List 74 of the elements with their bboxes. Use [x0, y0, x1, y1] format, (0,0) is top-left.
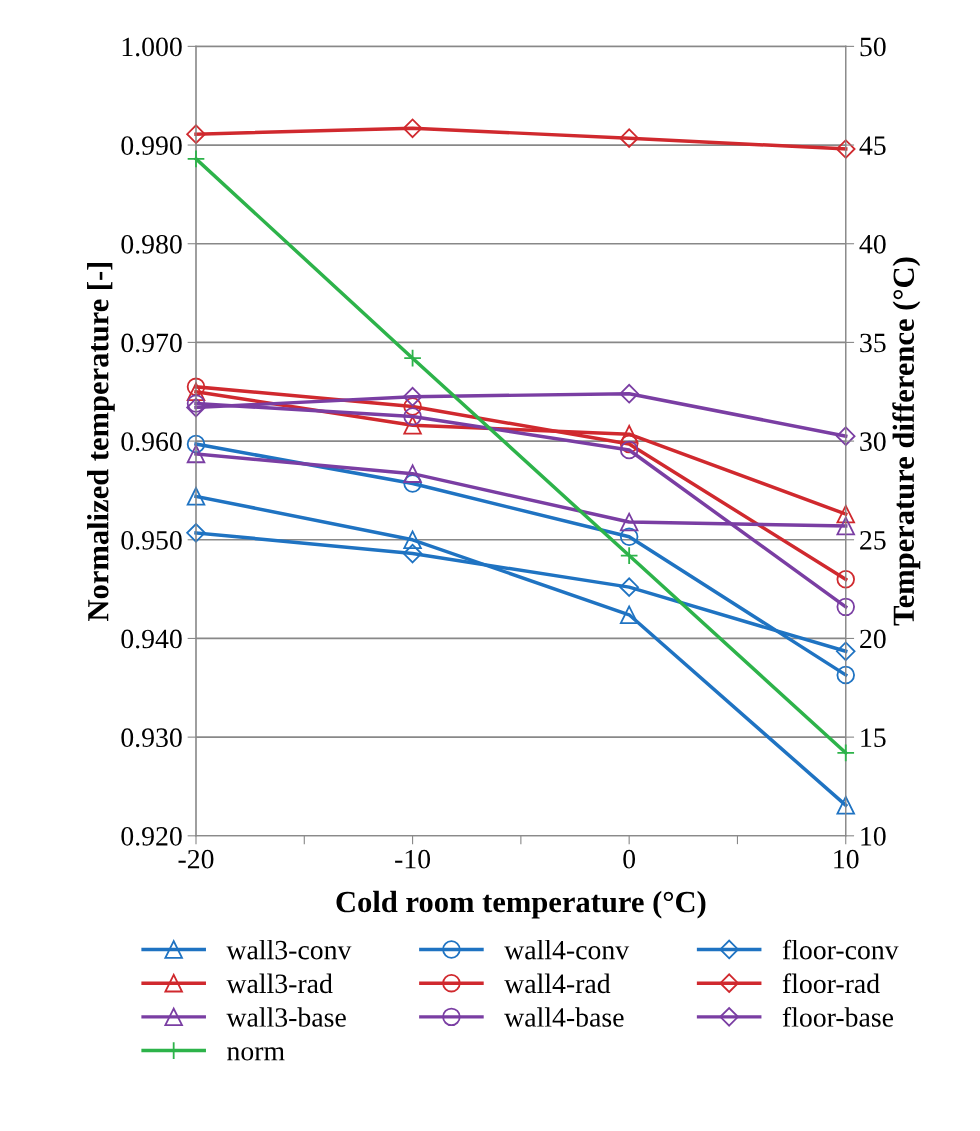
point	[836, 570, 855, 589]
point	[186, 394, 206, 413]
point	[619, 527, 639, 547]
point	[402, 118, 423, 139]
point	[186, 382, 206, 401]
y-tick-label: 0.920	[121, 826, 182, 846]
point	[186, 523, 206, 543]
point	[619, 605, 639, 625]
legend-label: norm	[227, 1047, 285, 1061]
y2-tick-label: 20	[860, 629, 886, 649]
point	[403, 416, 422, 435]
point	[186, 487, 206, 506]
point	[836, 795, 855, 815]
legend-label: wall3-conv	[226, 939, 352, 960]
point	[836, 743, 855, 763]
point	[835, 139, 856, 159]
y2-tick-label: 10	[861, 826, 886, 846]
point	[403, 530, 422, 550]
legend-label: floor-base	[782, 1007, 894, 1027]
point	[836, 597, 855, 617]
y-tick-label: 0.960	[121, 432, 182, 452]
point	[403, 474, 422, 493]
point	[403, 397, 422, 416]
y2-tick-label: 50	[860, 37, 886, 57]
legend-label: wall4-base	[504, 1007, 624, 1027]
legend-label: floor-conv	[782, 939, 899, 960]
x-axis-title: Cold room temperature (°C)	[336, 890, 706, 919]
point	[619, 577, 639, 597]
point	[186, 397, 206, 418]
point	[186, 434, 206, 454]
point	[619, 434, 639, 454]
y2-tick-label: 30	[860, 432, 886, 451]
x-tick-label: -10	[395, 849, 431, 869]
legend-label: wall3-rad	[226, 973, 333, 994]
y-tick-label: 0.930	[121, 728, 182, 748]
y-tick-label: 0.970	[121, 333, 182, 353]
point	[186, 124, 206, 144]
point	[835, 426, 856, 446]
y2-tick-label: 45	[859, 136, 886, 155]
point	[186, 149, 206, 169]
y2-tick-label: 15	[861, 728, 886, 748]
y-axis-title: Normalized temperature [-]	[87, 262, 115, 621]
point	[835, 641, 856, 662]
legend-label: wall4-conv	[504, 939, 630, 960]
point	[619, 546, 639, 565]
point	[619, 383, 639, 404]
point	[402, 386, 423, 407]
point	[836, 504, 855, 524]
point	[402, 543, 423, 564]
point	[836, 665, 855, 685]
y-tick-label: 0.950	[121, 530, 182, 550]
point	[403, 464, 422, 483]
y-tick-label: 0.980	[121, 234, 182, 254]
point	[619, 512, 639, 532]
point	[403, 348, 422, 368]
point	[619, 440, 639, 460]
x-tick-label: 10	[834, 849, 859, 869]
y2-tick-label: 25	[860, 531, 886, 550]
y-tick-label: 0.990	[121, 136, 182, 156]
legend-label: wall3-base	[226, 1007, 346, 1027]
point	[403, 407, 422, 426]
legend-label: floor-rad	[782, 973, 880, 994]
y2-axis-title: Temperature difference (°C)	[892, 257, 921, 626]
x-tick-label: -20	[178, 849, 214, 869]
point	[619, 128, 639, 148]
y2-tick-label: 35	[860, 333, 886, 353]
y-tick-label: 1.000	[122, 37, 182, 57]
point	[836, 516, 855, 536]
legend-label: wall4-rad	[504, 973, 611, 994]
y-tick-label: 0.940	[121, 629, 182, 649]
x-tick-label: 0	[623, 849, 636, 869]
y2-tick-label: 40	[859, 234, 886, 254]
point	[186, 377, 206, 397]
point	[186, 444, 206, 464]
